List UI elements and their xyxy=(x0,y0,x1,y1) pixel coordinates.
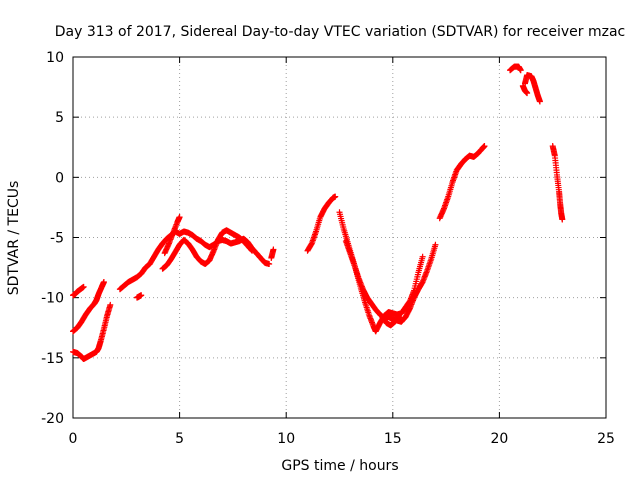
series-arc-16 xyxy=(519,82,531,97)
y-axis-label: SDTVAR / TECUs xyxy=(6,181,22,296)
data-point-marker xyxy=(80,283,87,290)
series-arc-14 xyxy=(507,63,524,74)
data-point-marker xyxy=(138,292,145,299)
data-point-marker xyxy=(100,279,107,286)
series-arc-12 xyxy=(379,313,403,329)
x-tick-label: 20 xyxy=(490,431,508,447)
y-tick-label: -15 xyxy=(41,351,64,367)
y-tick-label: -10 xyxy=(41,291,64,307)
data-point-marker xyxy=(432,241,439,248)
x-tick-label: 10 xyxy=(277,431,295,447)
data-point-marker xyxy=(249,247,256,254)
data-point-marker xyxy=(107,301,114,308)
series-arc-7 xyxy=(161,214,183,257)
grid xyxy=(73,57,606,418)
series-arc-8 xyxy=(268,246,277,261)
series-arc-9 xyxy=(304,193,339,254)
x-tick-label: 15 xyxy=(384,431,402,447)
series-arc-15 xyxy=(521,72,543,105)
y-tick-label: 10 xyxy=(46,50,64,66)
data-point-marker xyxy=(559,216,566,223)
series-arc-5 xyxy=(133,292,145,301)
series-arc-2 xyxy=(70,279,107,335)
x-tick-label: 25 xyxy=(597,431,615,447)
data-point-marker xyxy=(266,260,273,267)
data-point-marker xyxy=(396,313,403,320)
series-arc-13 xyxy=(436,143,488,222)
x-tick-label: 0 xyxy=(69,431,78,447)
x-axis-label: GPS time / hours xyxy=(281,458,398,474)
data-point-marker xyxy=(332,193,339,200)
y-tick-label: -5 xyxy=(50,231,64,247)
series-arc-17 xyxy=(549,143,566,223)
x-tick-label: 5 xyxy=(175,431,184,447)
data-point-marker xyxy=(517,67,524,74)
data-point-marker xyxy=(481,143,488,150)
series-arc-1 xyxy=(70,301,114,363)
y-axis: 10 5 0 -5 -10 -15 -20 xyxy=(41,50,606,427)
data-point-marker xyxy=(419,253,426,260)
data-point-marker xyxy=(176,214,183,221)
series-arc-6 xyxy=(159,227,256,272)
series-arc-4 xyxy=(116,228,273,293)
y-tick-label: 0 xyxy=(55,170,64,186)
data-points xyxy=(70,63,566,363)
x-axis: 0 5 10 15 20 25 xyxy=(69,57,615,447)
y-tick-label: 5 xyxy=(55,110,64,126)
chart-title: Day 313 of 2017, Sidereal Day-to-day VTE… xyxy=(55,24,625,40)
data-point-marker xyxy=(536,98,543,105)
data-point-marker xyxy=(270,246,277,253)
data-point-marker xyxy=(524,90,531,97)
series-arc-3 xyxy=(70,283,87,299)
y-tick-label: -20 xyxy=(41,411,64,427)
